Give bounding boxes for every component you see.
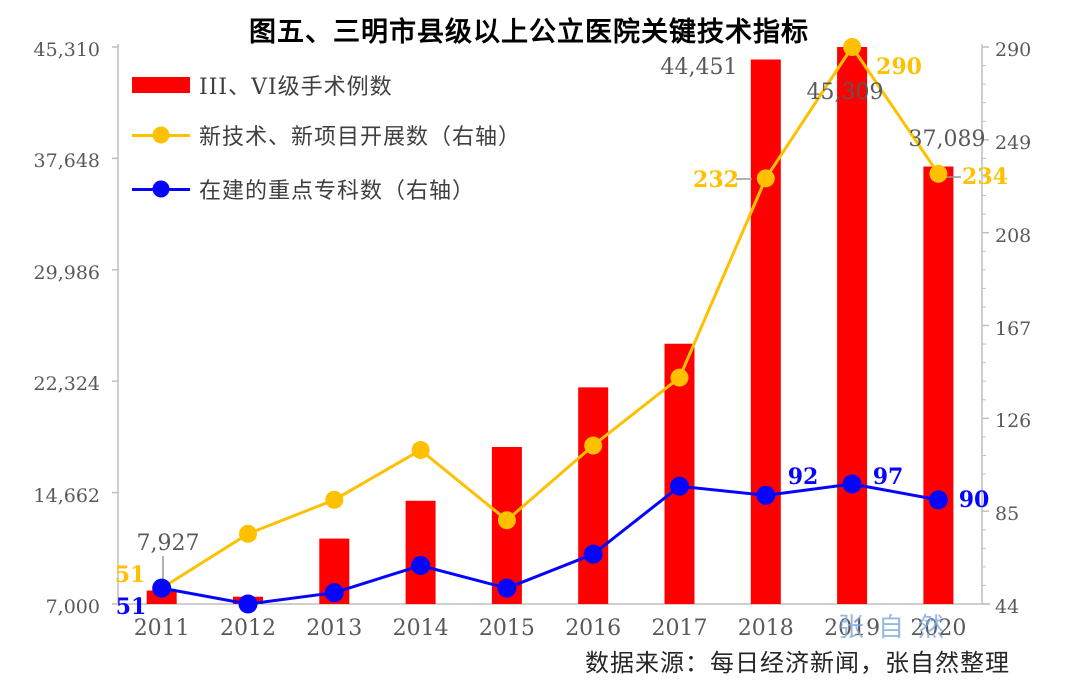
watermark: 张自然: [838, 613, 959, 643]
bar-2020: [923, 166, 954, 604]
point-new_tech-2020: [929, 164, 948, 183]
legend-item-key-specialties: 在建的重点专科数（右轴）: [132, 176, 476, 204]
point-new_tech-2016: [584, 436, 603, 455]
point-key_specialties-2017: [670, 476, 689, 496]
line-new_tech: [160, 44, 940, 590]
point-key_specialties-2015: [497, 578, 517, 598]
point-key_specialties-2012: [238, 594, 258, 614]
legend-label-key-specialties: 在建的重点专科数（右轴）: [199, 179, 476, 204]
point-new_tech-2018: [756, 169, 775, 188]
bar-2019: [837, 47, 868, 605]
point-new_tech-2012: [239, 524, 257, 543]
chart-title: 图五、三明市县级以上公立医院关键技术指标: [249, 17, 809, 48]
line-dot-swatch-icon: [132, 126, 190, 144]
point-key_specialties-2011: [152, 578, 172, 598]
point-new_tech-2017: [670, 368, 689, 387]
legend-label-new-tech: 新技术、新项目开展数（右轴）: [199, 125, 522, 150]
point-new_tech-2015: [497, 511, 516, 530]
point-new_tech-2014: [411, 441, 430, 460]
point-new_tech-2019: [843, 38, 862, 56]
point-key_specialties-2019: [842, 474, 862, 494]
legend-label-surgeries: III、VI级手术例数: [199, 75, 393, 100]
bar-2016: [578, 387, 609, 604]
legend-item-new-tech: 新技术、新项目开展数（右轴）: [132, 122, 522, 150]
bar-swatch-icon: [132, 77, 190, 93]
point-new_tech-2013: [325, 490, 344, 509]
point-key_specialties-2016: [583, 544, 603, 564]
point-key_specialties-2018: [756, 485, 776, 505]
legend-item-surgeries: III、VI级手术例数: [132, 72, 393, 100]
bar-2014: [405, 500, 436, 604]
line-key_specialties: [161, 482, 939, 606]
bar-2018: [750, 59, 781, 604]
point-key_specialties-2020: [928, 490, 948, 510]
source-note: 数据来源：每日经济新闻，张自然整理: [585, 649, 1010, 677]
point-key_specialties-2013: [324, 583, 344, 603]
point-key_specialties-2014: [411, 556, 431, 576]
line-dot-swatch-icon: [132, 180, 190, 198]
